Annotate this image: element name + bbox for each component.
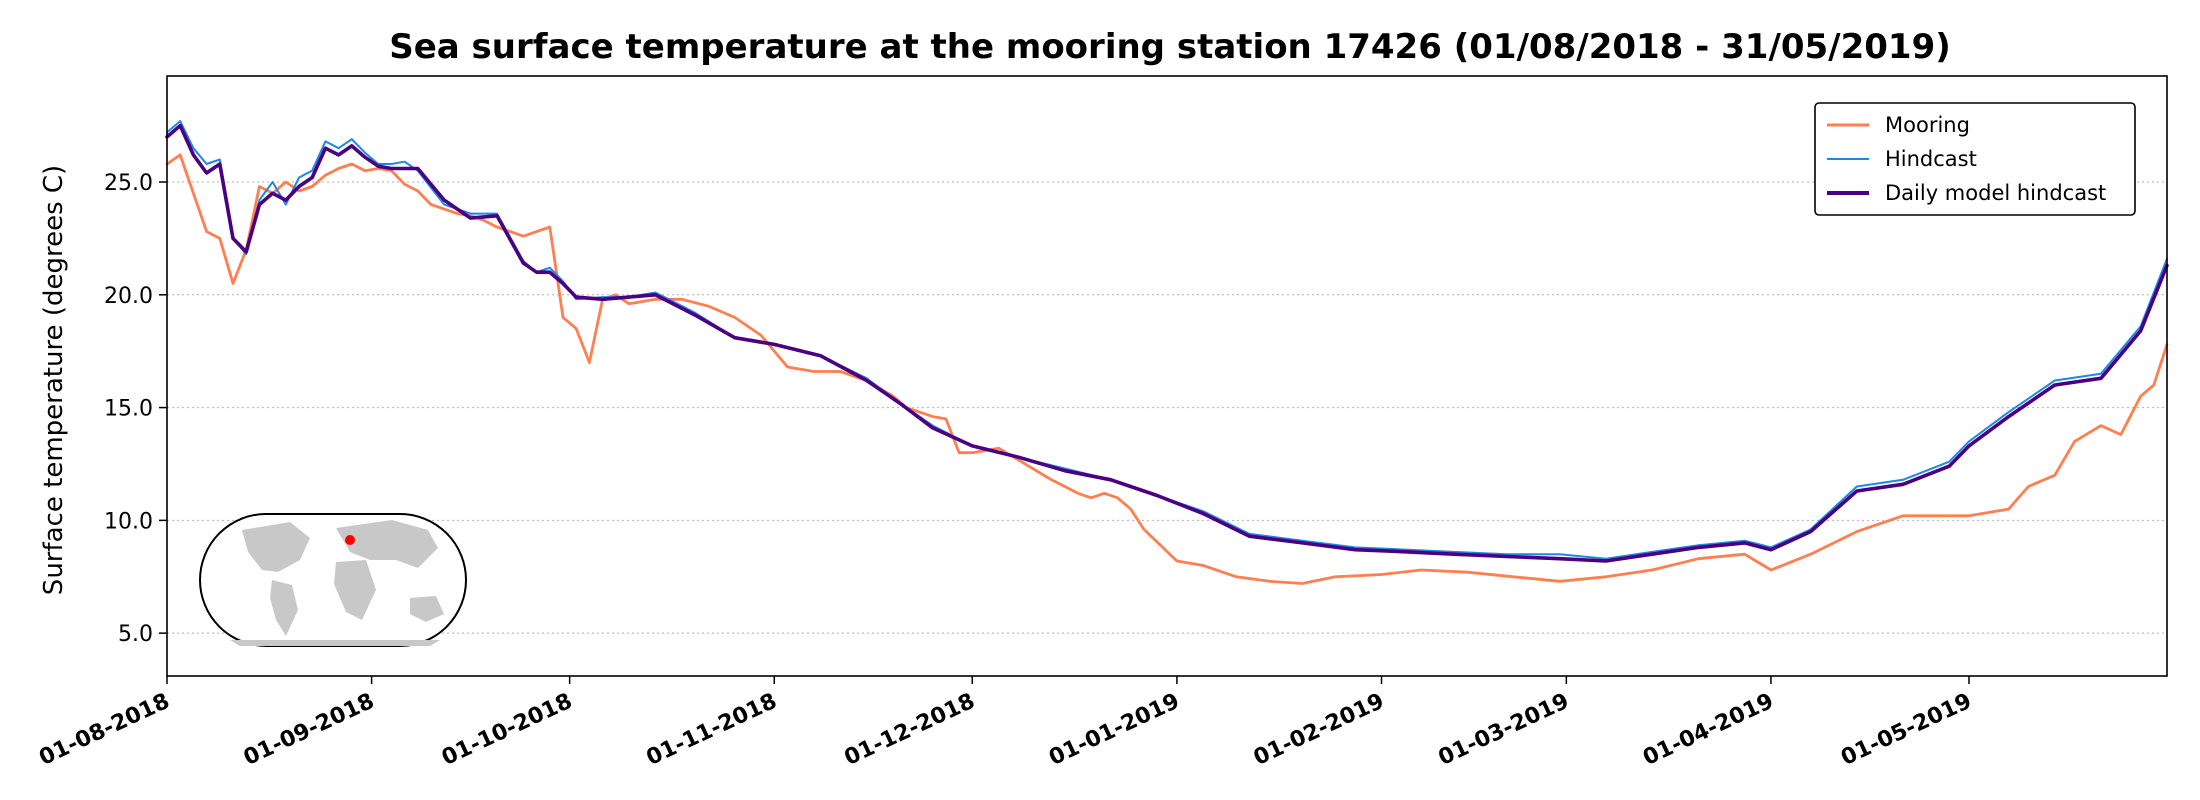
x-tick-label: 01-12-2018 xyxy=(841,689,979,771)
grid-layer xyxy=(167,181,2167,634)
x-tick-label: 01-04-2019 xyxy=(1639,689,1777,771)
legend-label-mooring: Mooring xyxy=(1885,113,1970,137)
y-tick-label: 15.0 xyxy=(104,397,153,422)
station-marker xyxy=(345,535,355,545)
x-tick-label: 01-05-2019 xyxy=(1837,689,1975,771)
y-tick-label: 25.0 xyxy=(104,171,153,196)
series-layer xyxy=(165,120,2169,585)
x-tick-label: 01-02-2019 xyxy=(1250,689,1388,771)
x-tick-label: 01-01-2019 xyxy=(1045,689,1183,771)
x-tick-label: 01-11-2018 xyxy=(643,689,781,771)
y-axis-label: Surface temperature (degrees C) xyxy=(39,165,69,595)
plot-frame xyxy=(166,75,2168,677)
series-line-mooring xyxy=(165,153,2169,585)
chart-title: Sea surface temperature at the mooring s… xyxy=(389,27,1951,67)
legend: Mooring Hindcast Daily model hindcast xyxy=(1814,102,2136,216)
legend-label-daily-model-hindcast: Daily model hindcast xyxy=(1885,181,2106,205)
series-line-daily-model-hindcast xyxy=(165,123,2169,563)
y-tick-label: 10.0 xyxy=(104,509,153,534)
x-tick-label: 01-09-2018 xyxy=(240,689,378,771)
world-map-icon xyxy=(199,513,467,647)
axis-layer: 5.0 10.0 15.0 20.0 25.0 01-08-2018 01-09-2018 0… xyxy=(35,171,1975,771)
legend-label-hindcast: Hindcast xyxy=(1885,147,1977,171)
x-tick-label: 01-10-2018 xyxy=(438,689,576,771)
y-tick-label: 20.0 xyxy=(104,284,153,309)
x-tick-label: 01-03-2019 xyxy=(1435,689,1573,771)
legend-box xyxy=(1814,102,2136,216)
y-tick-label: 5.0 xyxy=(118,622,153,647)
x-tick-label: 01-08-2018 xyxy=(35,689,173,771)
